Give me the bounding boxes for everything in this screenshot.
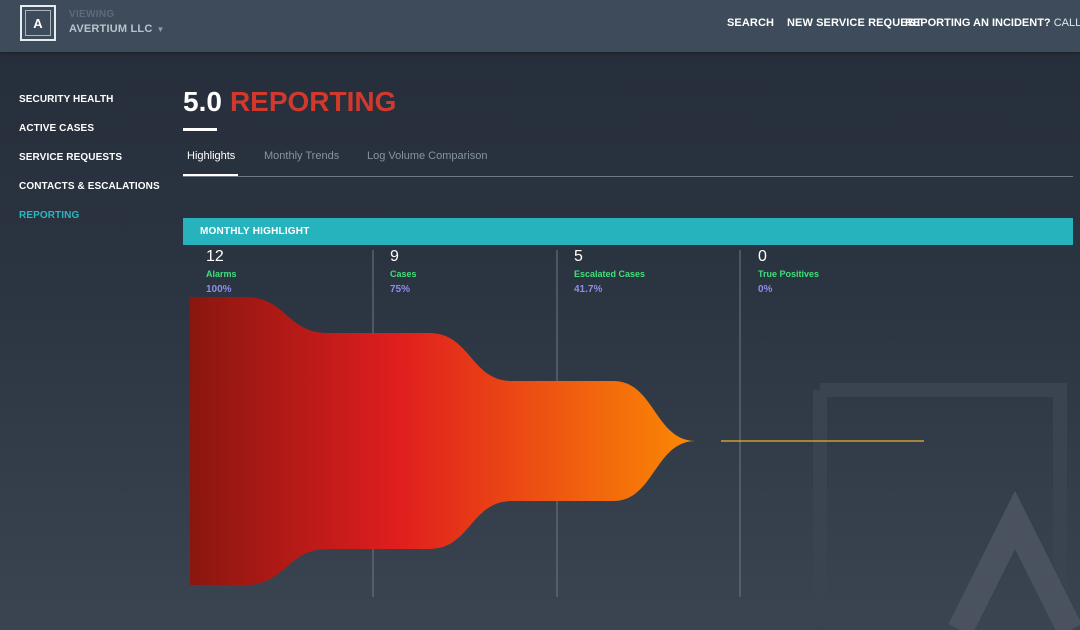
page-title-number: 5.0 (183, 86, 222, 117)
stage-percent: 75% (390, 284, 411, 295)
incident-phone: CALL +1 877-707-7 (1053, 17, 1080, 29)
monthly-highlight-title: MONTHLY HIGHLIGHT (200, 226, 310, 237)
stage-percent: 100% (206, 284, 232, 295)
account-switcher[interactable]: AVERTIUM LLC ▼ (69, 23, 165, 35)
account-name: AVERTIUM LLC (69, 23, 153, 35)
tab-log-volume-comparison[interactable]: Log Volume Comparison (367, 150, 488, 162)
sidebar-item-service-requests[interactable]: SERVICE REQUESTS (19, 152, 123, 163)
stage-label: Cases (390, 269, 417, 279)
top-bar: A VIEWING AVERTIUM LLC ▼ SEARCH NEW SERVI… (0, 0, 1080, 52)
report-tabs: Highlights Monthly Trends Log Volume Com… (183, 146, 1073, 177)
stage-percent: 0% (758, 284, 773, 295)
stage-label: Escalated Cases (574, 269, 646, 279)
watermark-icon (813, 383, 1080, 630)
tab-monthly-trends[interactable]: Monthly Trends (264, 150, 340, 162)
page-title-word: REPORTING (229, 86, 397, 117)
active-tab-indicator (183, 174, 238, 176)
sidebar-item-reporting[interactable]: REPORTING (19, 210, 80, 221)
stage-percent: 41.7% (574, 284, 603, 295)
stage-value: 12 (206, 248, 224, 265)
title-underline (183, 128, 217, 131)
stage-label: True Positives (758, 269, 820, 279)
stage-label: Alarms (206, 269, 237, 279)
tab-highlights[interactable]: Highlights (187, 150, 236, 162)
incident-label: REPORTING AN INCIDENT? (905, 17, 1051, 29)
viewing-label: VIEWING (69, 9, 115, 20)
sidebar-item-security-health[interactable]: SECURITY HEALTH (19, 94, 114, 105)
sidebar-item-contacts-escalations[interactable]: CONTACTS & ESCALATIONS (19, 181, 160, 192)
brand-watermark (760, 360, 1080, 630)
stage-value: 0 (758, 248, 767, 265)
monthly-highlight-banner: MONTHLY HIGHLIGHT (183, 218, 1073, 245)
chevron-down-icon: ▼ (156, 25, 165, 34)
sidebar-item-active-cases[interactable]: ACTIVE CASES (19, 123, 95, 134)
search-link[interactable]: SEARCH (727, 17, 775, 29)
stage-value: 9 (390, 248, 399, 265)
page-title: 5.0 REPORTING (183, 86, 396, 118)
avertium-logo[interactable]: A (20, 5, 56, 41)
new-service-request-link[interactable]: NEW SERVICE REQUEST (787, 17, 922, 29)
sidebar: SECURITY HEALTH ACTIVE CASES SERVICE REQ… (19, 94, 160, 239)
stage-value: 5 (574, 248, 583, 265)
logo-text: A (33, 15, 43, 31)
funnel-shape (190, 297, 797, 585)
incident-hotline[interactable]: REPORTING AN INCIDENT? CALL +1 877-707-7 (905, 17, 1080, 29)
